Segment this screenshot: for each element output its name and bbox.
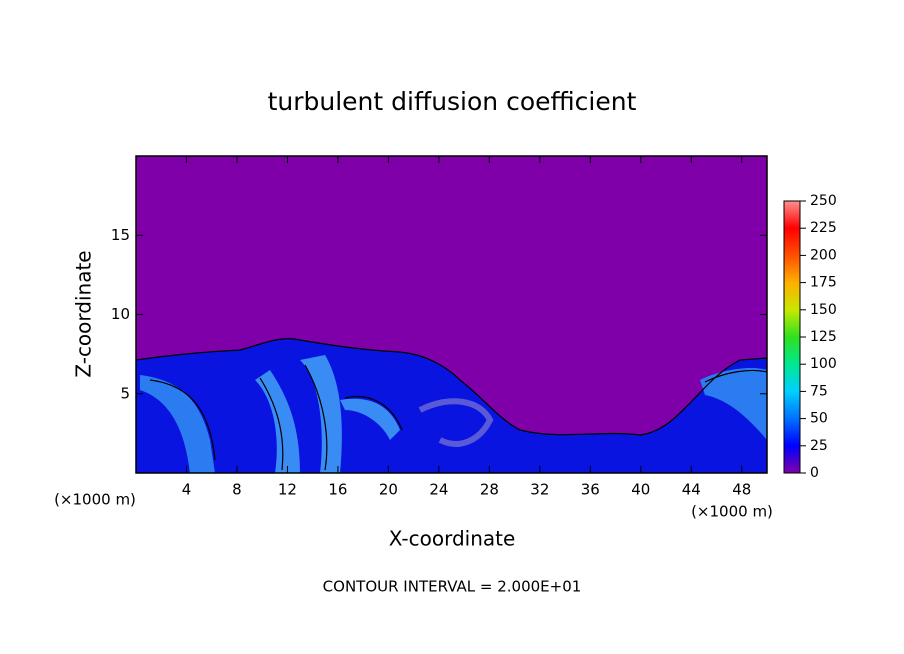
field-region — [255, 370, 300, 473]
contour-line — [136, 338, 767, 436]
x-tick-label: 8 — [232, 481, 242, 499]
x-tick-label: 4 — [182, 481, 192, 499]
x-tick-label: 40 — [631, 481, 650, 499]
field-region — [340, 398, 400, 440]
x-axis-label: X-coordinate — [389, 527, 516, 551]
colorbar-tick-label: 75 — [810, 383, 828, 399]
x-tick-label: 16 — [328, 481, 347, 499]
x-tick-label: 12 — [278, 481, 297, 499]
x-unit-label: (×1000 m) — [691, 503, 773, 521]
colorbar-tick-label: 0 — [810, 465, 819, 481]
colorbar-tick-label: 50 — [810, 411, 828, 427]
contour-line — [149, 364, 767, 471]
colorbar-tick-label: 150 — [810, 302, 837, 318]
y-axis-label: Z-coordinate — [72, 250, 96, 377]
x-tick-label: 28 — [480, 481, 499, 499]
contour-interval-note: CONTOUR INTERVAL = 2.000E+01 — [323, 578, 582, 596]
x-tick-label: 32 — [530, 481, 549, 499]
y-tick-label: 10 — [111, 305, 130, 323]
colorbar-tick-label: 25 — [810, 438, 828, 454]
colorbar — [783, 200, 801, 474]
x-tick-label: 20 — [379, 481, 398, 499]
colorbar-tick-label: 250 — [810, 193, 837, 209]
field-region — [300, 355, 342, 473]
colorbar-tick-label: 225 — [810, 220, 837, 236]
x-tick-label: 44 — [682, 481, 701, 499]
y-tick-label: 15 — [111, 226, 130, 244]
colorbar-tick-label: 200 — [810, 247, 837, 263]
field-region — [140, 375, 215, 473]
colorbar-tick-label: 175 — [810, 275, 837, 291]
x-tick-label: 48 — [732, 481, 751, 499]
colorbar-tick-label: 125 — [810, 329, 837, 345]
colorbar-tick-label: 100 — [810, 356, 837, 372]
field-region — [700, 368, 767, 440]
y-unit-label: (×1000 m) — [54, 491, 136, 509]
x-tick-label: 36 — [581, 481, 600, 499]
x-tick-label: 24 — [429, 481, 448, 499]
field-streak — [418, 398, 494, 447]
chart-title: turbulent diffusion coefficient — [268, 87, 637, 116]
y-tick-label: 5 — [120, 384, 130, 402]
field — [136, 338, 767, 473]
